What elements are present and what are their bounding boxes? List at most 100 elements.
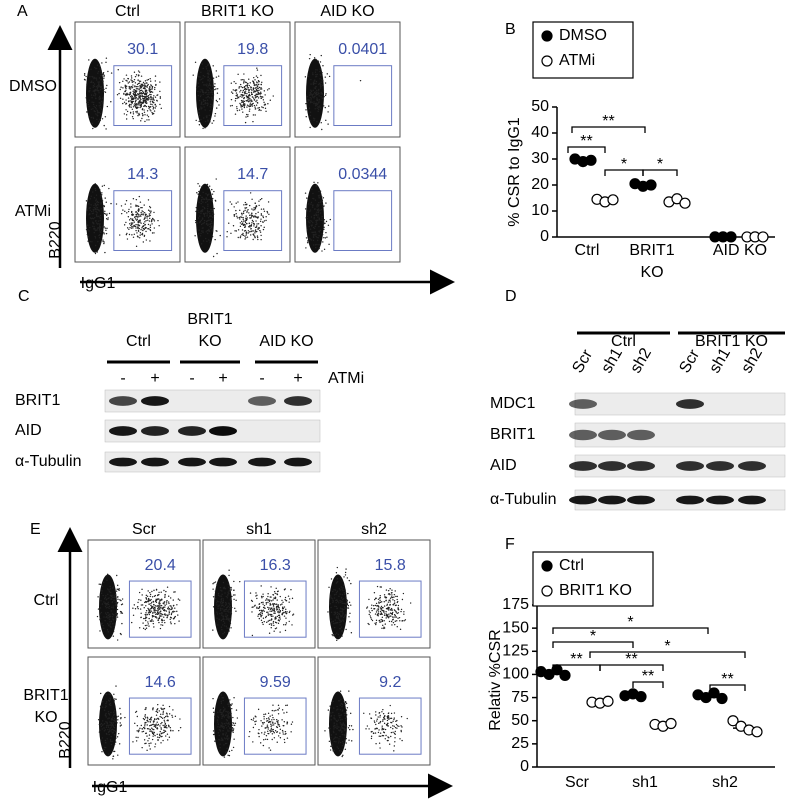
- event-dot: [87, 234, 88, 235]
- event-dot: [212, 583, 213, 584]
- event-dot: [159, 725, 160, 726]
- event-dot: [217, 719, 218, 720]
- event-dot: [384, 723, 385, 724]
- event-dot: [117, 613, 118, 614]
- event-dot: [262, 613, 263, 614]
- event-dot: [109, 704, 110, 705]
- event-dot: [210, 104, 211, 105]
- data-point: [726, 232, 736, 242]
- event-dot: [279, 620, 280, 621]
- event-dot: [107, 217, 108, 218]
- event-dot: [217, 101, 218, 102]
- event-dot: [153, 724, 154, 725]
- event-dot: [95, 245, 96, 246]
- event-dot: [161, 108, 162, 109]
- event-dot: [397, 602, 398, 603]
- event-dot: [322, 204, 323, 205]
- event-dot: [248, 232, 249, 233]
- event-dot: [261, 96, 262, 97]
- event-dot: [117, 639, 118, 640]
- event-dot: [142, 214, 143, 215]
- event-dot: [229, 730, 230, 731]
- event-dot: [255, 97, 256, 98]
- event-dot: [97, 251, 98, 252]
- event-dot: [281, 719, 282, 720]
- event-dot: [382, 721, 383, 722]
- blot-band: [569, 399, 597, 409]
- gate-value: 19.8: [237, 41, 268, 58]
- event-dot: [165, 591, 166, 592]
- event-dot: [149, 719, 150, 720]
- event-dot: [255, 206, 256, 207]
- event-dot: [379, 620, 380, 621]
- significance-label: *: [664, 638, 670, 655]
- event-dot: [141, 75, 142, 76]
- event-dot: [225, 602, 226, 603]
- event-dot: [272, 599, 273, 600]
- event-dot: [209, 85, 210, 86]
- event-dot: [246, 234, 247, 235]
- event-dot: [261, 732, 262, 733]
- event-dot: [333, 601, 334, 602]
- event-dot: [207, 70, 208, 71]
- event-dot: [338, 742, 339, 743]
- event-dot: [328, 709, 329, 710]
- event-dot: [99, 619, 100, 620]
- event-dot: [319, 105, 320, 106]
- event-dot: [335, 600, 336, 601]
- event-dot: [214, 716, 215, 717]
- event-dot: [242, 101, 243, 102]
- event-dot: [382, 735, 383, 736]
- lane-label: -: [120, 370, 125, 387]
- event-dot: [150, 212, 151, 213]
- event-dot: [145, 96, 146, 97]
- event-dot: [323, 229, 324, 230]
- event-dot: [338, 700, 339, 701]
- event-dot: [106, 727, 107, 728]
- event-dot: [144, 204, 145, 205]
- event-dot: [391, 621, 392, 622]
- event-dot: [263, 102, 264, 103]
- event-dot: [104, 749, 105, 750]
- event-dot: [208, 77, 209, 78]
- event-dot: [344, 725, 345, 726]
- event-dot: [240, 235, 241, 236]
- event-dot: [265, 104, 266, 105]
- event-dot: [88, 90, 89, 91]
- event-dot: [254, 223, 255, 224]
- event-dot: [256, 225, 257, 226]
- event-dot: [272, 717, 273, 718]
- event-dot: [309, 58, 310, 59]
- event-dot: [108, 734, 109, 735]
- event-dot: [155, 605, 156, 606]
- event-dot: [115, 613, 116, 614]
- event-dot: [338, 634, 339, 635]
- event-dot: [145, 743, 146, 744]
- event-dot: [99, 237, 100, 238]
- event-dot: [94, 228, 95, 229]
- event-dot: [107, 725, 108, 726]
- event-dot: [268, 201, 269, 202]
- event-dot: [369, 610, 370, 611]
- event-dot: [333, 589, 334, 590]
- event-dot: [216, 76, 217, 77]
- event-dot: [311, 99, 312, 100]
- event-dot: [233, 599, 234, 600]
- gate-value: 16.3: [260, 557, 291, 574]
- event-dot: [391, 624, 392, 625]
- event-dot: [101, 192, 102, 193]
- event-dot: [384, 716, 385, 717]
- event-dot: [133, 111, 134, 112]
- event-dot: [273, 719, 274, 720]
- event-dot: [199, 79, 200, 80]
- event-dot: [103, 125, 104, 126]
- blot-band: [627, 461, 655, 471]
- event-dot: [222, 700, 223, 701]
- event-dot: [384, 601, 385, 602]
- event-dot: [86, 97, 87, 98]
- event-dot: [102, 118, 103, 119]
- event-dot: [251, 216, 252, 217]
- event-dot: [204, 215, 205, 216]
- event-dot: [174, 611, 175, 612]
- x-tick-label-box: Ctrl: [557, 240, 617, 288]
